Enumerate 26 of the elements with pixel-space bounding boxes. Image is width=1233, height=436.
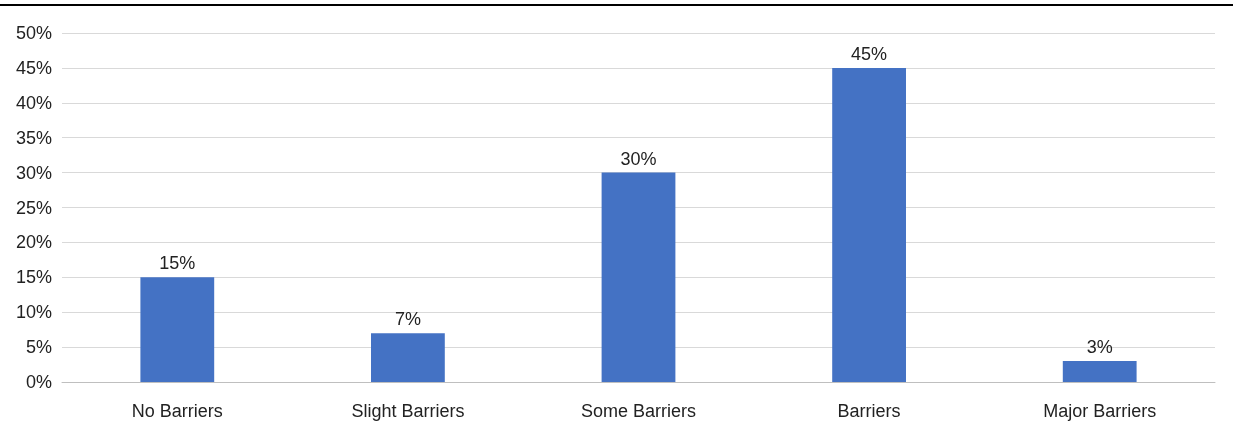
bar [371,333,445,382]
x-tick-label: Major Barriers [1043,401,1157,421]
y-tick-label: 20% [15,232,52,253]
bar [1062,361,1137,382]
data-label: 3% [1086,337,1113,358]
x-tick-label: Slight Barriers [351,401,465,421]
bar [832,67,906,382]
y-tick-label: 15% [15,267,52,288]
y-tick-label: 0% [25,372,52,392]
data-label: 45% [851,43,888,64]
bar [140,277,215,382]
y-tick-label: 50% [15,23,52,43]
y-tick-label: 35% [15,127,52,148]
y-tick-label: 30% [15,162,52,183]
data-label: 15% [159,253,196,274]
y-tick-label: 40% [15,92,52,113]
y-tick-label: 10% [15,302,52,323]
x-tick-label: Some Barriers [580,401,697,421]
y-tick-label: 5% [25,337,52,358]
bar [601,172,676,382]
x-tick-label: Barriers [837,401,901,421]
data-label: 30% [620,148,657,169]
y-tick-label: 45% [15,57,52,78]
x-tick-label: No Barriers [131,401,223,421]
y-tick-label: 25% [15,197,52,218]
data-label: 7% [394,309,421,330]
